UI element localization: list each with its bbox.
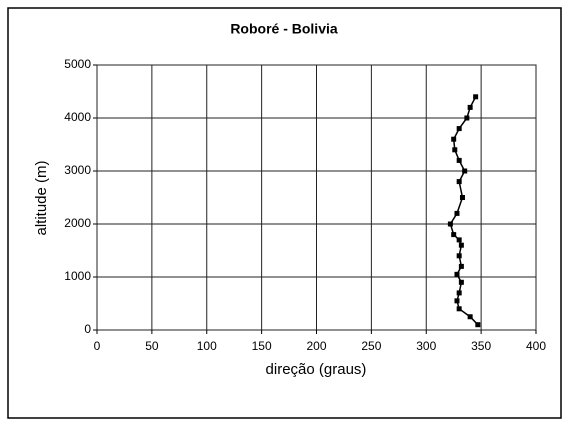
data-point xyxy=(459,195,465,200)
y-tick-label: 3000 xyxy=(64,163,91,177)
data-point xyxy=(456,290,462,296)
data-point xyxy=(456,237,462,243)
x-tick-label: 100 xyxy=(197,339,217,353)
data-point xyxy=(473,94,479,100)
x-tick-label: 400 xyxy=(526,339,546,353)
data-point xyxy=(456,253,462,259)
data-point xyxy=(447,221,453,227)
y-tick-label: 2000 xyxy=(64,216,91,230)
y-tick-label: 1000 xyxy=(64,269,91,283)
data-point xyxy=(451,136,457,142)
x-tick-label: 150 xyxy=(252,339,272,353)
y-tick-label: 0 xyxy=(84,322,91,336)
data-point xyxy=(467,104,473,110)
data-point xyxy=(454,210,460,216)
x-axis-label: direção (graus) xyxy=(266,361,367,378)
x-tick-label: 200 xyxy=(306,339,326,353)
data-point xyxy=(456,157,462,163)
data-point xyxy=(458,263,464,269)
x-tick-label: 300 xyxy=(416,339,436,353)
data-point xyxy=(458,242,464,248)
y-tick-label: 5000 xyxy=(64,57,91,71)
data-point xyxy=(462,168,468,174)
y-tick-label: 4000 xyxy=(64,110,91,124)
data-point xyxy=(464,115,470,121)
chart-title: Roboré - Bolivia xyxy=(230,21,338,37)
data-point xyxy=(456,306,462,312)
data-point xyxy=(456,179,462,185)
x-tick-label: 50 xyxy=(145,339,159,353)
data-point xyxy=(454,298,460,304)
data-point xyxy=(454,271,460,277)
data-point xyxy=(475,322,481,328)
y-axis-label: altitude (m) xyxy=(33,160,50,235)
data-point xyxy=(458,279,464,285)
data-point xyxy=(456,126,462,132)
x-tick-label: 0 xyxy=(94,339,101,353)
data-point xyxy=(451,232,457,238)
data-point xyxy=(467,314,473,320)
x-tick-label: 350 xyxy=(471,339,491,353)
data-point xyxy=(452,147,458,153)
x-tick-label: 250 xyxy=(361,339,381,353)
